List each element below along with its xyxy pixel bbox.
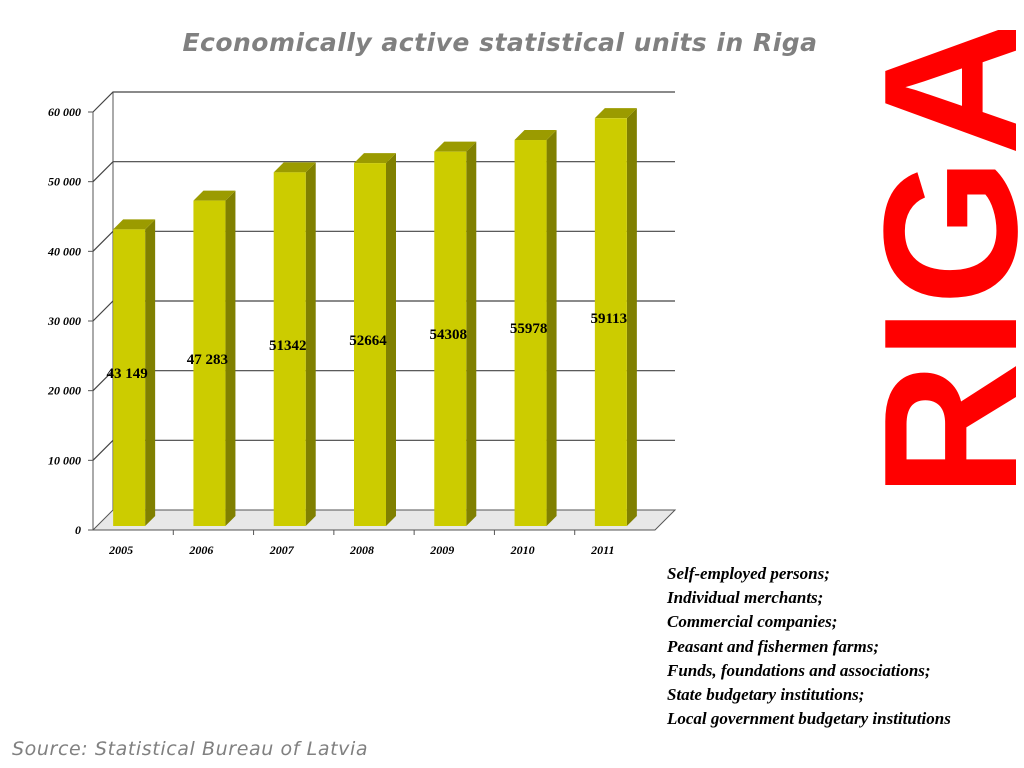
bar-side [626, 108, 637, 526]
y-tick-label: 0 [75, 523, 81, 537]
bar-front [354, 163, 386, 526]
gridline [92, 300, 675, 322]
bar-chart: 0 10 000 20 000 30 000 40 000 50 000 60 000 20… [47, 91, 677, 557]
bar-side [225, 190, 236, 526]
data-label: 47 283 [187, 352, 228, 368]
bars [113, 108, 637, 527]
y-axis: 0 10 000 20 000 30 000 40 000 50 000 60 000 [47, 105, 93, 537]
x-tick-label: 2008 [349, 543, 374, 557]
data-label: 43 149 [107, 366, 148, 382]
bar [193, 190, 236, 526]
bar-top [434, 141, 477, 152]
unit-type-item: Local government budgetary institutions [667, 709, 951, 729]
data-label: 59113 [591, 311, 628, 327]
gridline [92, 161, 675, 183]
x-axis: 2005 2006 2007 2008 2009 2010 2011 [93, 529, 655, 557]
bar-side [305, 162, 316, 527]
y-tick-label: 30 000 [47, 314, 81, 328]
bar-top [514, 130, 557, 141]
bar [273, 162, 316, 527]
data-label: 54308 [430, 327, 468, 343]
bar-front [434, 151, 467, 526]
data-label: 51342 [269, 338, 307, 354]
bar [434, 141, 477, 526]
bar-front [193, 200, 226, 526]
chart-title: Economically active statistical units in… [182, 28, 818, 57]
bar-side [546, 130, 557, 526]
unit-type-item: Individual merchants; [667, 588, 824, 608]
bar-top [273, 162, 316, 173]
unit-types-list: Self-employed persons; Individual mercha… [667, 562, 951, 731]
gridline [92, 230, 675, 252]
y-tick-label: 40 000 [47, 244, 81, 258]
gridline [92, 91, 675, 113]
gridlines [92, 91, 675, 461]
data-label: 52664 [349, 333, 387, 349]
x-tick-label: 2010 [510, 543, 535, 557]
unit-type-item: State budgetary institutions; [667, 685, 865, 705]
bar-side [145, 219, 156, 526]
x-tick-label: 2011 [590, 543, 614, 557]
bar-front [594, 118, 627, 526]
bar [514, 130, 557, 526]
x-tick-label: 2009 [429, 543, 454, 557]
source-note: Source: Statistical Bureau of Latvia [12, 738, 369, 760]
bar-front [273, 172, 306, 527]
unit-type-item: Funds, foundations and associations; [667, 660, 931, 680]
bar-side [466, 141, 477, 526]
riga-logo: RIGA [878, 30, 1024, 485]
data-label: 55978 [510, 321, 548, 337]
bar-top [193, 190, 236, 201]
bar [354, 153, 396, 526]
unit-type-item: Commercial companies; [667, 612, 838, 632]
x-tick-label: 2006 [188, 543, 213, 557]
y-tick-label: 50 000 [48, 175, 81, 189]
bar-top [354, 153, 396, 164]
y-tick-label: 60 000 [48, 105, 81, 119]
bar-top [113, 219, 156, 230]
gridline [92, 439, 675, 461]
unit-type-item: Self-employed persons; [667, 564, 830, 583]
bar-top [594, 108, 637, 119]
x-tick-label: 2007 [269, 543, 295, 557]
gridline [92, 370, 675, 392]
x-tick-label: 2005 [108, 543, 133, 557]
y-tick-label: 20 000 [47, 384, 81, 398]
bar [594, 108, 637, 526]
data-labels: 43 149 47 283 51342 52664 54308 55978 59113 [107, 311, 628, 382]
bar [113, 219, 156, 526]
bar-front [514, 140, 547, 526]
unit-type-item: Peasant and fishermen farms; [667, 636, 880, 656]
riga-logo-text: RIGA [878, 30, 1024, 485]
bar-side [386, 153, 396, 526]
y-tick-label: 10 000 [48, 453, 81, 467]
bar-front [113, 229, 146, 526]
